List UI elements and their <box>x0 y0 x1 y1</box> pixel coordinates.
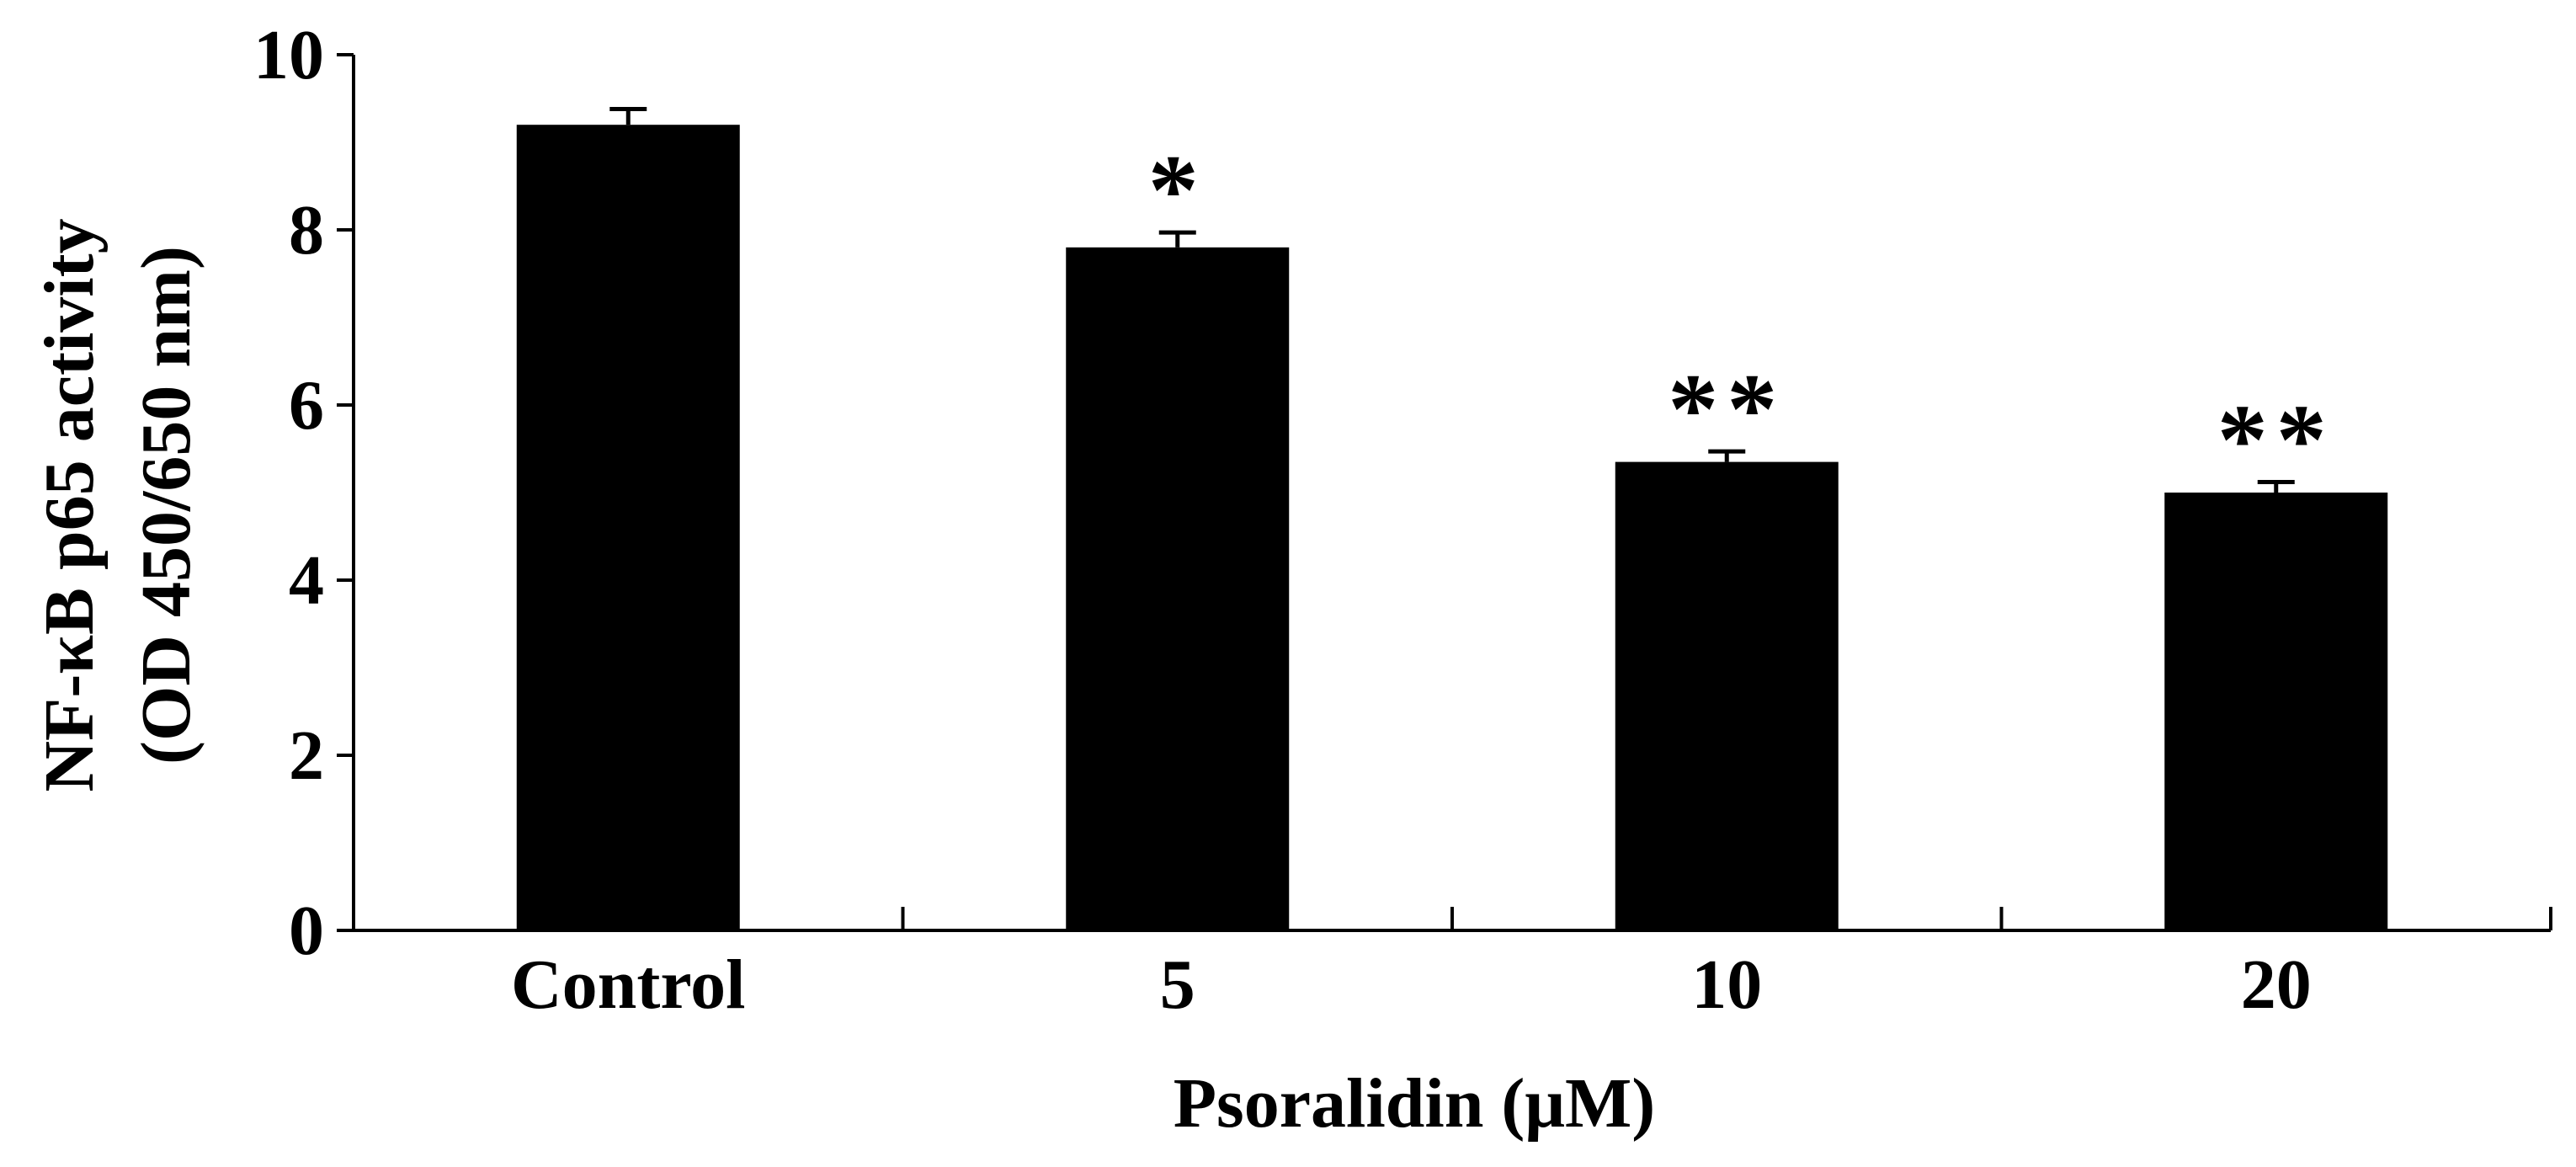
significance-marker: ** <box>1668 353 1786 465</box>
y-axis: 0 2 4 6 8 10 <box>253 16 355 970</box>
x-tick-label: 10 <box>1691 946 1762 1024</box>
y-tick-label: 10 <box>253 16 324 94</box>
bar <box>1066 247 1290 930</box>
bars <box>516 125 2388 930</box>
bar <box>1615 461 1839 930</box>
x-tick-label: 5 <box>1160 946 1195 1024</box>
y-tick-label: 8 <box>289 191 324 269</box>
bar <box>516 125 740 930</box>
y-tick-label: 0 <box>289 892 324 970</box>
y-tick-label: 4 <box>289 541 324 620</box>
significance-markers: *** ** <box>1148 134 2335 496</box>
x-tick-label: Control <box>511 946 745 1024</box>
error-bars <box>609 106 2295 493</box>
bar <box>2164 493 2388 930</box>
significance-marker: ** <box>2217 384 2335 496</box>
x-axis-title: Psoralidin (μM) <box>1174 1064 1656 1143</box>
y-tick-label: 2 <box>289 717 324 795</box>
x-tick-label: 20 <box>2241 946 2312 1024</box>
y-tick-label: 6 <box>289 366 324 445</box>
y-axis-title-line2: (OD 450/650 nm) <box>127 246 205 765</box>
x-tick-labels: Control 5 10 20 <box>511 946 2312 1024</box>
y-axis-title-line1: NF-κB p65 activity <box>30 218 109 791</box>
significance-marker: * <box>1148 134 1207 246</box>
